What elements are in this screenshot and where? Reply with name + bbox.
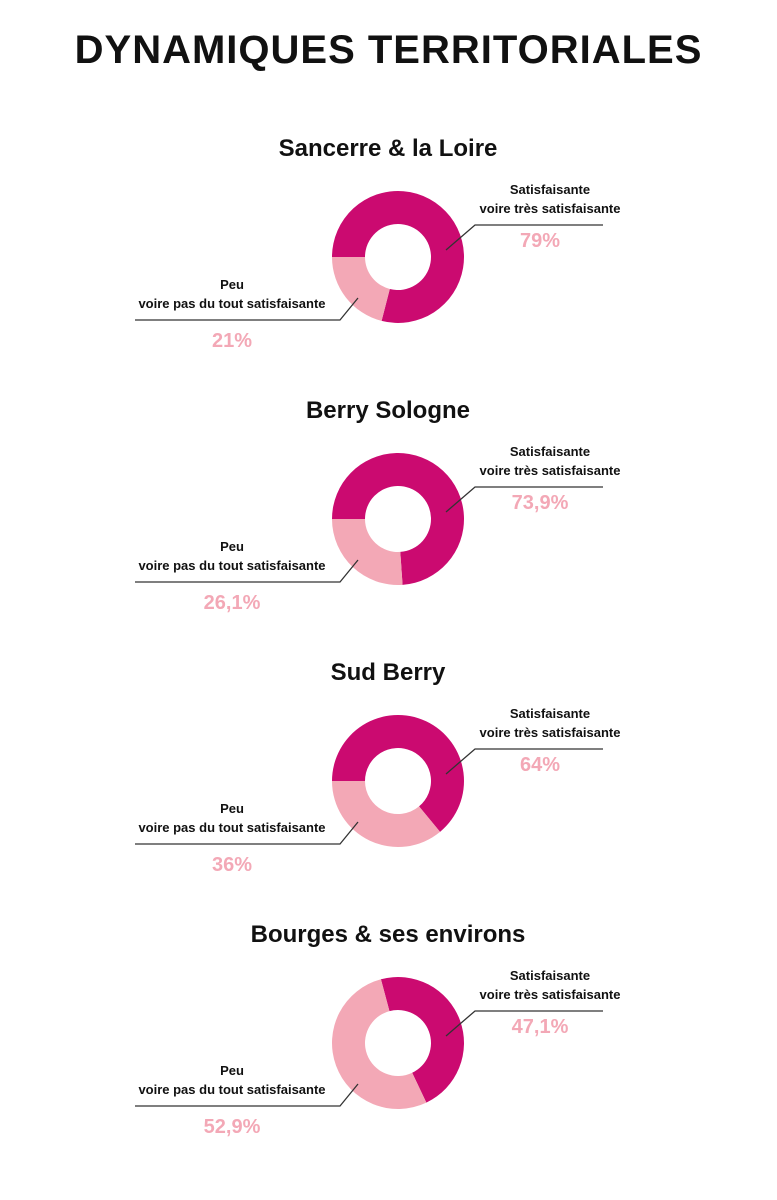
legend-label: Satisfaisante voire très satisfaisante [479,182,621,216]
value-label: 79% [519,230,561,252]
leader-line [135,821,359,845]
value-label: 64% [519,754,561,776]
value-label: 47,1% [511,1016,569,1038]
value-label: 36% [211,854,253,876]
leader-line [445,224,603,251]
leader-line [135,559,359,583]
leader-line [445,1010,603,1037]
value-label: 26,1% [203,592,261,614]
donut-slice [331,979,427,1109]
leader-line [135,1083,359,1107]
donut-slice [332,715,464,832]
leader-line [445,486,603,513]
legend-label: Satisfaisante voire très satisfaisante [479,444,621,478]
legend-label: Peu voire pas du tout satisfaisante [138,277,326,311]
chart-title: Sud Berry [330,659,446,686]
value-label: 21% [211,330,253,352]
legend-label: Peu voire pas du tout satisfaisante [138,539,326,573]
donut-slice [332,453,464,585]
legend-label: Satisfaisante voire très satisfaisante [479,706,621,740]
value-label: 73,9% [511,492,569,514]
legend-label: Peu voire pas du tout satisfaisante [138,1063,326,1097]
legend-label: Satisfaisante voire très satisfaisante [479,968,621,1002]
leader-line [135,297,359,321]
donut-slice [332,781,441,847]
donut-slice [332,519,403,585]
chart-title: Sancerre & la Loire [278,135,498,162]
chart-title: Bourges & ses environs [250,921,526,948]
chart-title: Berry Sologne [305,397,471,424]
donut-slice [332,257,390,321]
page-title: DYNAMIQUES TERRITORIALES [74,28,703,72]
donut-slice [380,977,464,1103]
leader-line [445,748,603,775]
legend-label: Peu voire pas du tout satisfaisante [138,801,326,835]
value-label: 52,9% [203,1116,261,1138]
donut-slice [332,191,464,323]
